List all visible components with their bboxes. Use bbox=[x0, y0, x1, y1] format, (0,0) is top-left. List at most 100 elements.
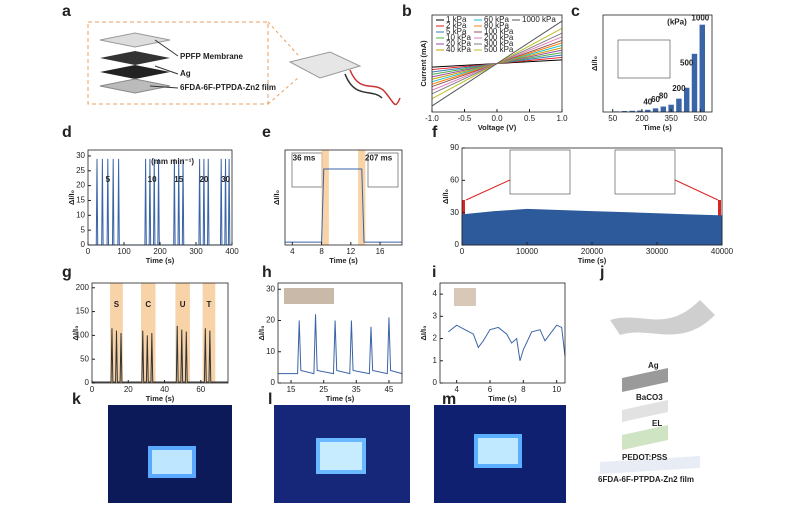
panel-label: i bbox=[432, 264, 436, 281]
band-label: S bbox=[114, 300, 120, 309]
y-tick-label: 0 bbox=[85, 378, 90, 387]
x-tick-label: -1.0 bbox=[425, 114, 439, 123]
device bbox=[288, 51, 362, 79]
x-tick-label: 6 bbox=[488, 385, 493, 394]
y-tick-label: 3 bbox=[433, 311, 438, 320]
bar bbox=[637, 110, 643, 112]
legend-label: 200 kPa bbox=[484, 33, 514, 42]
x-tick-label: 400 bbox=[225, 247, 239, 256]
legend-label: 60 kPa bbox=[484, 15, 509, 24]
annotation: (kPa) bbox=[667, 17, 687, 26]
annotation: 36 ms bbox=[293, 154, 316, 163]
layer-label: Ag bbox=[648, 361, 659, 370]
inset bbox=[614, 149, 676, 195]
chart: 15 25 35 45 0 10 20 30 Time (s) ΔI/I₀ bbox=[257, 282, 403, 403]
legend-label: 300 kPa bbox=[484, 39, 514, 48]
x-tick-label: 35 bbox=[352, 385, 361, 394]
x-tick-label: 20000 bbox=[581, 247, 604, 256]
y-axis-label: ΔI/I₀ bbox=[257, 325, 266, 340]
panel-label: l bbox=[268, 391, 272, 408]
glow bbox=[474, 434, 522, 468]
x-tick-label: 350 bbox=[664, 114, 678, 123]
photos bbox=[108, 405, 566, 503]
y-axis-label: ΔI/I₀ bbox=[67, 190, 76, 205]
annotation: 10 bbox=[148, 175, 157, 184]
x-tick-label: 4 bbox=[454, 385, 459, 394]
y-tick-label: 90 bbox=[450, 143, 459, 152]
y-tick-label: 25 bbox=[76, 166, 85, 175]
x-tick-label: 40000 bbox=[711, 247, 734, 256]
legend-label: 10 kPa bbox=[446, 33, 471, 42]
x-axis-label: Time (s) bbox=[578, 256, 607, 265]
y-tick-label: 2 bbox=[433, 334, 438, 343]
x-axis-label: Time (s) bbox=[329, 256, 358, 265]
chart: 4 6 8 10 0 1 2 3 4 Time (s) ΔI/I₀ bbox=[419, 282, 566, 403]
y-axis-label: ΔI/I₀ bbox=[272, 190, 281, 205]
x-tick-label: -0.5 bbox=[458, 114, 472, 123]
y-tick-label: 15 bbox=[76, 196, 85, 205]
bar bbox=[645, 109, 651, 112]
layer bbox=[99, 78, 171, 94]
x-axis-label: Time (s) bbox=[146, 394, 175, 403]
annotation: 207 ms bbox=[365, 154, 393, 163]
wire bbox=[344, 73, 383, 99]
panel-label: j bbox=[599, 264, 604, 281]
annotation: 80 bbox=[659, 91, 668, 100]
inset bbox=[509, 149, 571, 195]
legend-label: 20 kPa bbox=[446, 39, 471, 48]
layer-label: PPFP Membrane bbox=[180, 52, 244, 61]
bar bbox=[621, 111, 628, 112]
area bbox=[461, 208, 723, 246]
x-tick-label: 200 bbox=[635, 114, 649, 123]
panel-label: b bbox=[402, 3, 412, 20]
legend-label: 100 kPa bbox=[484, 27, 514, 36]
layer bbox=[610, 300, 715, 335]
panel-label: f bbox=[432, 124, 438, 141]
x-tick-label: 0.5 bbox=[524, 114, 536, 123]
y-axis-label: ΔI/I₀ bbox=[419, 325, 428, 340]
y-tick-label: 0 bbox=[271, 378, 276, 387]
leader bbox=[149, 85, 179, 89]
y-axis-label: ΔI/I₀ bbox=[590, 56, 599, 71]
x-tick-label: 0 bbox=[460, 247, 465, 256]
x-axis-label: Time (s) bbox=[146, 256, 175, 265]
photo-inset bbox=[284, 288, 334, 304]
x-axis-label: Voltage (V) bbox=[478, 123, 517, 132]
x-tick-label: 16 bbox=[376, 247, 385, 256]
x-tick-label: 300 bbox=[189, 247, 203, 256]
x-tick-label: 100 bbox=[117, 247, 131, 256]
plot-frame bbox=[277, 282, 403, 384]
inset bbox=[617, 39, 671, 79]
diagram-a: PPFP Membrane Ag 6FDA-6F-PTPDA-Zn2 film bbox=[87, 21, 401, 106]
glow bbox=[316, 438, 366, 474]
chart: S C U T 0 20 40 60 0 50 100 150 200 Time (s) ΔI/I₀ bbox=[71, 282, 229, 403]
band bbox=[321, 150, 329, 245]
line bbox=[285, 168, 402, 243]
annotation: 20 bbox=[199, 175, 208, 184]
layer bbox=[100, 51, 170, 65]
legend-label: 500 kPa bbox=[484, 45, 514, 54]
legend-label: 40 kPa bbox=[446, 45, 471, 54]
bar bbox=[683, 87, 690, 112]
panel-label: g bbox=[62, 264, 72, 281]
annotation: 1000 bbox=[691, 14, 709, 23]
legend-label: 80 kPa bbox=[484, 21, 509, 30]
x-axis-label: Time (s) bbox=[488, 394, 517, 403]
y-axis-label: ΔI/I₀ bbox=[71, 325, 80, 340]
x-tick-label: 45 bbox=[384, 385, 393, 394]
band bbox=[358, 150, 366, 245]
plot-frame bbox=[602, 14, 713, 113]
plot-frame bbox=[439, 282, 566, 384]
x-axis-label: Time (s) bbox=[326, 394, 355, 403]
panel-label: k bbox=[72, 391, 81, 408]
band-label: U bbox=[180, 300, 186, 309]
x-tick-label: 0.0 bbox=[491, 114, 503, 123]
y-tick-label: 60 bbox=[450, 175, 459, 184]
panel-label: h bbox=[262, 264, 272, 281]
y-axis-label: Current (mA) bbox=[419, 40, 428, 87]
panel-label: m bbox=[442, 391, 456, 408]
annotation: (mm min⁻¹) bbox=[151, 157, 194, 166]
annotation: 40 bbox=[643, 97, 652, 106]
arrow bbox=[465, 179, 511, 201]
